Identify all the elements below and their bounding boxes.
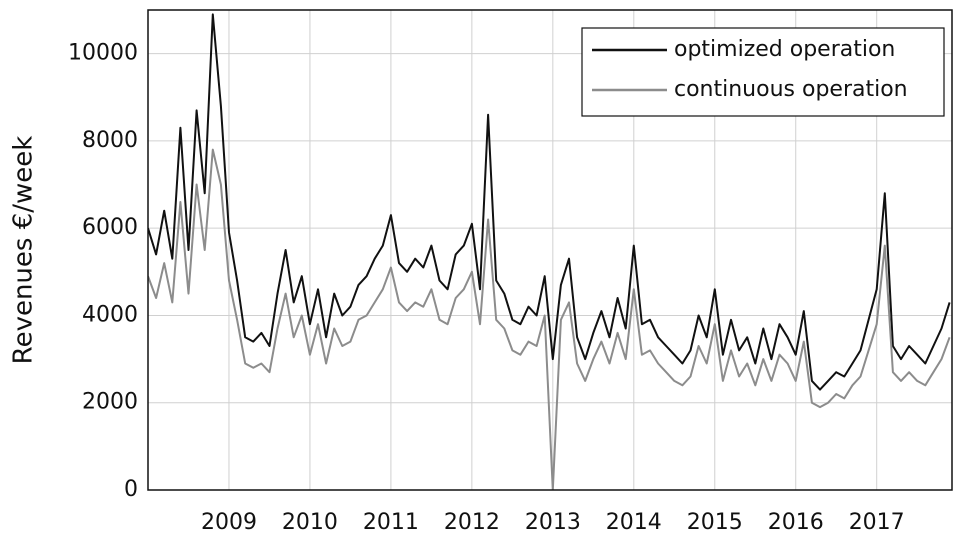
x-tick-label: 2016 [768,510,824,535]
legend-box [581,27,945,117]
y-tick-label: 6000 [82,215,138,240]
x-tick-label: 2009 [201,510,257,535]
x-tick-label: 2012 [444,510,500,535]
y-tick-label: 0 [124,477,138,502]
x-tick-label: 2015 [687,510,743,535]
y-tick-label: 10000 [68,41,138,66]
x-tick-label: 2011 [363,510,419,535]
y-tick-label: 8000 [82,128,138,153]
x-tick-label: 2014 [606,510,662,535]
x-tick-label: 2017 [849,510,905,535]
series-line [148,13,951,391]
x-tick-label: 2013 [525,510,581,535]
y-tick-label: 2000 [82,390,138,415]
legend-label: optimized operation [674,37,895,62]
series-line [148,148,951,490]
x-tick-label: 2010 [282,510,338,535]
y-axis-label: Revenues €/week [9,136,39,365]
legend-label: continuous operation [674,77,908,102]
plot-frame [147,9,953,491]
y-tick-label: 4000 [82,302,138,327]
